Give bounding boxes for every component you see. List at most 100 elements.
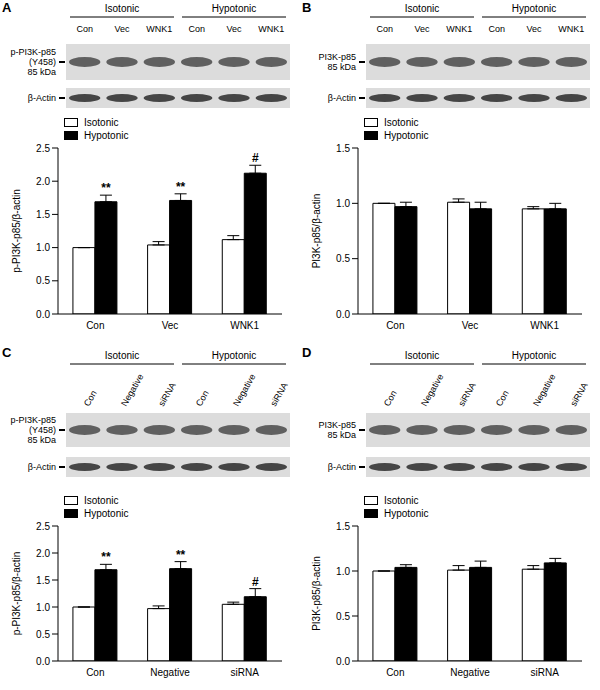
svg-text:PI3K-p85: PI3K-p85 [318,52,356,62]
svg-text:Con: Con [386,320,404,331]
svg-text:Con: Con [188,24,205,34]
svg-text:0.5: 0.5 [36,629,50,640]
html-text:A: A [2,0,12,15]
html-text:Hypotonic: Hypotonic [84,130,129,141]
html-text:C: C [2,345,12,360]
svg-text:Vec: Vec [162,320,179,331]
svg-text:2.0: 2.0 [36,548,50,559]
svg-text:85 kDa: 85 kDa [327,62,356,72]
svg-text:siRNA: siRNA [156,381,177,408]
svg-text:0.5: 0.5 [336,611,350,622]
svg-text:p-PI3K-p85/β-actin: p-PI3K-p85/β-actin [11,189,22,273]
svg-text:0.5: 0.5 [36,275,50,286]
svg-text:β-Actin: β-Actin [28,93,56,103]
svg-text:2.5: 2.5 [36,143,50,154]
svg-text:Con: Con [86,667,104,678]
svg-text:#: # [252,151,259,165]
svg-text:Vec: Vec [462,320,479,331]
svg-text:p-PI3K-p85: p-PI3K-p85 [10,47,56,57]
svg-text:siRNA: siRNA [530,667,559,678]
svg-text:2.0: 2.0 [36,176,50,187]
html-text:Hypotonic: Hypotonic [384,508,429,519]
svg-text:0.0: 0.0 [36,656,50,667]
svg-text:p-PI3K-p85/β-actin: p-PI3K-p85/β-actin [11,552,22,636]
svg-text:1.0: 1.0 [336,566,350,577]
html-text:Hypotonic: Hypotonic [84,508,129,519]
svg-text:PI3K-p85/β-actin: PI3K-p85/β-actin [311,194,322,269]
html-text:Isotonic: Isotonic [384,495,419,506]
svg-text:(Y458): (Y458) [29,425,56,435]
svg-text:1.0: 1.0 [336,198,350,209]
svg-text:1.5: 1.5 [336,521,350,532]
svg-text:p-PI3K-p85: p-PI3K-p85 [10,415,56,425]
svg-text:Con: Con [86,320,104,331]
svg-text:Hypotonic: Hypotonic [212,3,256,14]
svg-text:Con: Con [382,389,399,408]
svg-text:Con: Con [386,667,404,678]
svg-text:WNK1: WNK1 [446,24,472,34]
svg-text:Isotonic: Isotonic [105,350,139,361]
svg-text:**: ** [101,181,111,195]
svg-text:Vec: Vec [414,24,430,34]
html-text:Hypotonic: Hypotonic [384,130,429,141]
svg-text:**: ** [176,548,186,562]
svg-text:**: ** [101,550,111,564]
svg-text:Con: Con [194,389,211,408]
svg-text:Con: Con [76,24,93,34]
svg-text:Con: Con [376,24,393,34]
svg-text:Con: Con [494,389,511,408]
html-text:Isotonic: Isotonic [84,495,119,506]
svg-text:Con: Con [488,24,505,34]
html-text:Isotonic: Isotonic [84,117,119,128]
svg-text:Vec: Vec [114,24,130,34]
svg-text:Isotonic: Isotonic [405,3,439,14]
svg-text:1.0: 1.0 [36,242,50,253]
svg-text:2.5: 2.5 [36,521,50,532]
svg-text:1.0: 1.0 [36,602,50,613]
html-text:Isotonic: Isotonic [384,117,419,128]
svg-text:siRNA: siRNA [568,381,589,408]
svg-text:Hypotonic: Hypotonic [212,350,256,361]
svg-text:1.5: 1.5 [336,143,350,154]
svg-text:siRNA: siRNA [230,667,259,678]
svg-text:Hypotonic: Hypotonic [512,350,556,361]
svg-text:#: # [252,575,259,589]
svg-text:Negative: Negative [231,372,257,408]
svg-text:85 kDa: 85 kDa [27,67,56,77]
svg-text:PI3K-p85: PI3K-p85 [318,420,356,430]
svg-text:0.0: 0.0 [336,656,350,667]
svg-text:0.0: 0.0 [36,309,50,320]
svg-text:Negative: Negative [450,667,490,678]
svg-text:Negative: Negative [150,667,190,678]
svg-text:(Y458): (Y458) [29,57,56,67]
svg-text:Vec: Vec [526,24,542,34]
svg-text:Isotonic: Isotonic [405,350,439,361]
svg-text:siRNA: siRNA [268,381,289,408]
html-text:D: D [302,345,312,360]
svg-text:WNK1: WNK1 [230,320,259,331]
svg-text:WNK1: WNK1 [530,320,559,331]
svg-text:Hypotonic: Hypotonic [512,3,556,14]
svg-text:WNK1: WNK1 [558,24,584,34]
svg-text:β-Actin: β-Actin [328,93,356,103]
svg-text:PI3K-p85/β-actin: PI3K-p85/β-actin [311,556,322,631]
svg-text:0.0: 0.0 [336,309,350,320]
svg-text:Isotonic: Isotonic [105,3,139,14]
svg-text:Con: Con [82,389,99,408]
svg-text:**: ** [176,180,186,194]
svg-text:siRNA: siRNA [456,381,477,408]
svg-text:1.5: 1.5 [36,209,50,220]
svg-text:β-Actin: β-Actin [328,462,356,472]
svg-text:Negative: Negative [531,372,557,408]
html-text:B: B [302,0,312,15]
svg-text:Negative: Negative [419,372,445,408]
svg-text:WNK1: WNK1 [258,24,284,34]
svg-text:Vec: Vec [226,24,242,34]
svg-text:1.5: 1.5 [36,575,50,586]
svg-text:WNK1: WNK1 [146,24,172,34]
svg-text:85 kDa: 85 kDa [327,430,356,440]
svg-text:0.5: 0.5 [336,253,350,264]
svg-text:85 kDa: 85 kDa [27,435,56,445]
svg-text:β-Actin: β-Actin [28,462,56,472]
svg-text:Negative: Negative [119,372,145,408]
